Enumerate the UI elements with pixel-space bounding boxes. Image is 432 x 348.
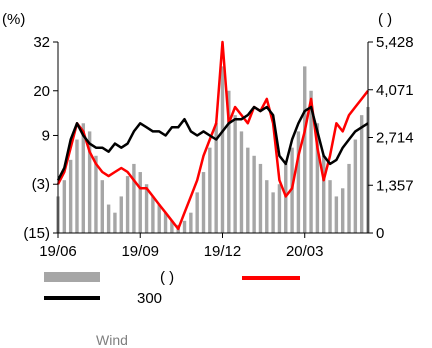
bar	[309, 90, 313, 233]
bar	[157, 204, 161, 233]
bar	[334, 196, 339, 233]
x-tick-label: 20/03	[286, 243, 324, 260]
x-tick-label: 19/09	[121, 243, 159, 260]
bar	[214, 123, 218, 233]
bar	[132, 163, 136, 233]
series-line-0	[56, 40, 369, 231]
right-axis-unit: ( )	[378, 11, 392, 28]
bar	[201, 172, 206, 233]
bar	[119, 196, 123, 233]
bar	[328, 180, 332, 233]
source-note: Wind	[96, 332, 128, 348]
bar	[113, 212, 117, 233]
bar	[233, 115, 237, 233]
bar	[265, 180, 269, 233]
bar	[68, 159, 73, 233]
bar	[75, 139, 79, 233]
legend-label-bar: ( )	[160, 269, 174, 286]
left-tick-label: (3)	[32, 176, 50, 193]
legend-swatch-black	[44, 296, 100, 300]
bar	[170, 220, 174, 233]
bar	[284, 163, 288, 233]
bar	[100, 180, 104, 233]
bar	[62, 180, 67, 233]
bar	[87, 131, 92, 233]
left-tick-label: (15)	[23, 225, 50, 242]
bar	[315, 123, 320, 233]
legend-swatch-red	[242, 276, 300, 280]
right-tick-label: 0	[376, 225, 384, 242]
right-tick-label: 2,714	[376, 130, 414, 147]
bar	[258, 163, 263, 233]
bar	[138, 172, 142, 233]
left-axis-unit: (%)	[2, 11, 25, 28]
bar	[277, 184, 282, 233]
bar	[252, 155, 256, 233]
tick-labels: 32 20 9 (3) (15) 5,428 4,071 2,714 1,357 0 19/06 19…	[23, 34, 413, 260]
series-line-1	[56, 105, 369, 181]
legend-label-black: 300	[137, 290, 162, 307]
bar	[227, 90, 231, 233]
bar	[246, 147, 250, 233]
bar	[322, 155, 326, 233]
x-tick-label: 19/06	[39, 243, 77, 260]
bar	[144, 184, 149, 233]
legend: ( ) 300	[44, 269, 300, 307]
bar	[163, 212, 168, 233]
right-tick-label: 4,071	[376, 82, 414, 99]
x-tick-label: 19/12	[204, 243, 242, 260]
bar	[195, 192, 199, 233]
bar	[81, 123, 86, 233]
bar	[106, 204, 111, 233]
right-tick-label: 5,428	[376, 34, 414, 51]
bar	[353, 139, 358, 233]
bar	[340, 188, 345, 233]
bar	[359, 115, 364, 233]
left-tick-label: 32	[33, 34, 50, 51]
legend-swatch-bar	[44, 272, 100, 282]
bar	[296, 131, 301, 233]
line-series	[56, 40, 369, 231]
right-tick-label: 1,357	[376, 177, 414, 194]
left-tick-label: 20	[33, 83, 50, 100]
left-tick-label: 9	[42, 127, 50, 144]
bar	[347, 163, 351, 233]
axes	[53, 41, 373, 238]
bar	[271, 192, 275, 233]
bar	[125, 176, 130, 233]
bar	[182, 220, 187, 233]
bar	[303, 66, 307, 233]
bar	[239, 131, 244, 233]
bar	[189, 212, 193, 233]
bar	[208, 147, 212, 233]
bar	[94, 155, 98, 233]
bar	[151, 196, 155, 233]
bar	[220, 66, 225, 233]
